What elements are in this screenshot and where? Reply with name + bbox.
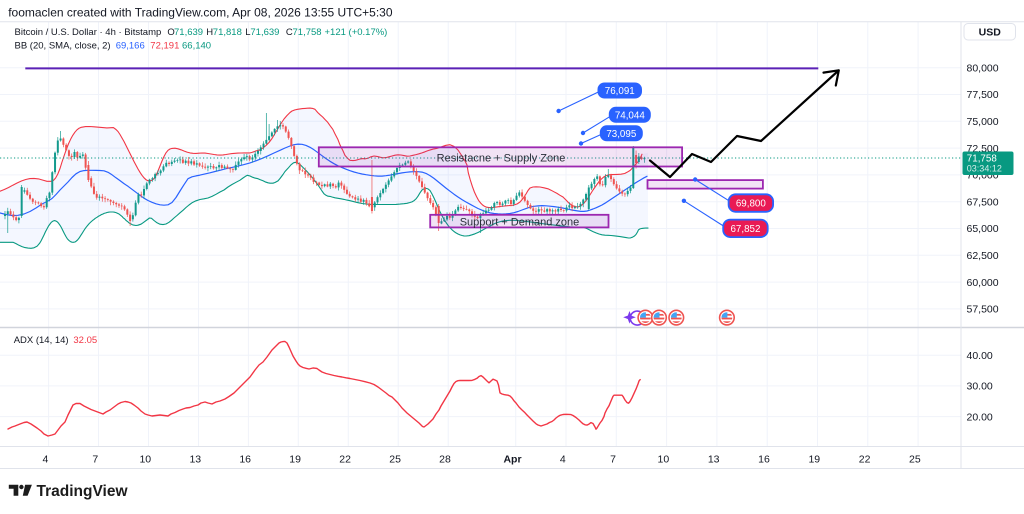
svg-text:71,758: 71,758 [967,153,998,164]
svg-text:40.00: 40.00 [967,350,993,362]
svg-text:28: 28 [439,453,451,465]
svg-text:57,500: 57,500 [967,304,999,316]
svg-text:60,000: 60,000 [967,277,999,289]
svg-text:USD: USD [979,27,1002,39]
svg-text:74,044: 74,044 [615,110,646,121]
svg-text:10: 10 [658,453,670,465]
svg-text:13: 13 [189,453,201,465]
svg-text:67,500: 67,500 [967,196,999,208]
svg-text:25: 25 [389,453,401,465]
svg-text:03:34:12: 03:34:12 [967,164,1002,174]
svg-text:25: 25 [909,453,921,465]
svg-text:Apr: Apr [503,453,521,465]
svg-text:16: 16 [239,453,251,465]
svg-text:ADX (14, 14)32.05: ADX (14, 14) 32.05 [14,335,97,346]
svg-text:77,500: 77,500 [967,89,999,101]
svg-text:16: 16 [758,453,770,465]
svg-text:foomaclen created with Trading: foomaclen created with TradingView.com, … [8,5,393,19]
svg-text:Resistacne + Supply Zone: Resistacne + Supply Zone [437,152,566,164]
svg-text:22: 22 [859,453,871,465]
svg-text:7: 7 [92,453,98,465]
svg-text:13: 13 [708,453,720,465]
svg-text:30.00: 30.00 [967,381,993,393]
svg-text:80,000: 80,000 [967,62,999,74]
svg-text:7: 7 [610,453,616,465]
svg-text:76,091: 76,091 [605,86,635,97]
svg-text:4: 4 [42,453,48,465]
svg-text:62,500: 62,500 [967,250,999,262]
svg-text:TradingView: TradingView [37,483,129,500]
svg-text:10: 10 [139,453,151,465]
svg-text:69,800: 69,800 [736,199,767,210]
svg-text:Bitcoin / U.S. Dollar · 4h · B: Bitcoin / U.S. Dollar · 4h · Bitstamp O71… [15,27,388,38]
svg-text:Support + Demand zone: Support + Demand zone [460,217,580,229]
svg-text:22: 22 [339,453,351,465]
svg-text:75,000: 75,000 [967,116,999,128]
svg-text:73,095: 73,095 [606,129,637,140]
svg-text:67,852: 67,852 [730,224,760,235]
svg-text:4: 4 [560,453,566,465]
svg-text:19: 19 [289,453,301,465]
svg-text:20.00: 20.00 [967,411,993,423]
svg-text:65,000: 65,000 [967,223,999,235]
svg-text:19: 19 [808,453,820,465]
